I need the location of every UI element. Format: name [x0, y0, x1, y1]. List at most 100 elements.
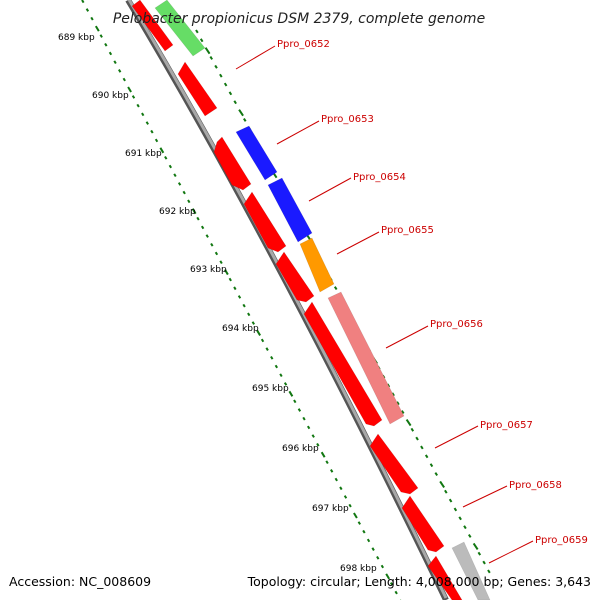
inner-tick	[187, 199, 191, 204]
inner-tick	[168, 164, 173, 169]
inner-tick	[233, 286, 237, 291]
kbp-label: 696 kbp	[282, 444, 319, 454]
inner-tick	[283, 382, 288, 386]
inner-tick	[85, 8, 90, 12]
gene-arrow	[235, 125, 278, 181]
inner-tick	[256, 329, 261, 336]
gene-callouts: Ppro_0652 Ppro_0653 Ppro_0654 Ppro_0655 Ppro…	[235, 39, 588, 564]
inner-tick	[376, 555, 380, 560]
inner-tick	[306, 425, 311, 430]
inner-tick	[339, 486, 343, 491]
inner-tick	[159, 147, 165, 154]
inner-tick	[302, 416, 306, 421]
gene-label: Ppro_0653	[321, 114, 374, 125]
outer-tick	[396, 401, 400, 406]
outer-tick	[487, 569, 491, 574]
gene-label: Ppro_0658	[509, 480, 562, 491]
gene-arrow	[369, 433, 419, 495]
outer-tick	[439, 480, 445, 489]
inner-tick	[173, 173, 177, 178]
outer-tick	[472, 542, 479, 550]
outer-tick	[405, 418, 412, 427]
callout-line	[276, 120, 320, 145]
inner-tick	[237, 295, 242, 299]
kbp-label: 689 kbp	[58, 33, 95, 43]
inner-tick	[191, 208, 197, 215]
outer-tick	[204, 47, 211, 55]
inner-tick	[357, 521, 361, 525]
gene-label: Ppro_0657	[480, 420, 533, 431]
gene-arrow	[427, 555, 463, 600]
inner-tick	[200, 225, 205, 230]
inner-tick	[325, 460, 329, 464]
inner-tick	[247, 312, 251, 317]
outer-tick	[444, 489, 448, 494]
inner-tick	[297, 408, 302, 412]
outer-tick	[243, 117, 247, 122]
inner-tick	[389, 582, 394, 586]
kbp-label: 698 kbp	[340, 564, 377, 574]
inner-tick	[316, 442, 320, 447]
callout-line	[434, 425, 479, 449]
inner-tick	[141, 112, 145, 117]
outer-tick	[333, 286, 338, 291]
outer-tick	[233, 100, 237, 105]
inner-tick	[154, 138, 159, 143]
kbp-scale-labels: 689 kbp 690 kbp 691 kbp 692 kbp 693 kbp 694 k…	[58, 33, 377, 574]
inner-tick	[279, 373, 283, 378]
kbp-label: 693 kbp	[190, 265, 227, 275]
gene-label: Ppro_0652	[277, 39, 330, 50]
callout-line	[385, 325, 429, 349]
inner-tick	[293, 399, 297, 404]
gene-arrow	[275, 251, 315, 303]
inner-tick	[260, 338, 265, 343]
inner-tick	[182, 190, 186, 195]
inner-tick	[205, 234, 209, 238]
gene-arrow	[267, 177, 313, 243]
inner-tick	[362, 529, 366, 534]
gene-arrow	[299, 237, 335, 293]
outer-tick	[410, 427, 415, 432]
inner-tick	[348, 503, 352, 508]
gene-features	[131, 0, 491, 600]
kbp-label: 692 kbp	[159, 207, 196, 217]
inner-tick	[330, 469, 334, 473]
outer-tick	[415, 436, 419, 441]
gene-arrow	[451, 541, 491, 600]
inner-tick	[334, 477, 338, 482]
inner-tick	[380, 564, 385, 569]
gene-arrow	[154, 0, 206, 57]
inner-tick	[99, 34, 103, 38]
gene-arrow	[401, 495, 445, 553]
outer-tick	[195, 29, 199, 34]
callout-line	[308, 177, 352, 202]
inner-tick	[394, 590, 398, 595]
outer-tick	[453, 507, 458, 512]
outer-tick	[214, 64, 218, 69]
inner-tick	[164, 155, 168, 160]
outer-tick	[391, 392, 395, 397]
inner-tick-track	[81, 0, 402, 600]
kbp-label: 697 kbp	[312, 504, 349, 514]
inner-tick	[90, 16, 94, 21]
topology-summary: Topology: circular; Length: 4,008,000 bp…	[247, 574, 591, 589]
kbp-label: 691 kbp	[125, 149, 162, 159]
gene-label: Ppro_0656	[430, 319, 483, 330]
outer-tick	[424, 454, 429, 459]
gene-label: Ppro_0655	[381, 225, 434, 236]
outer-tick	[434, 472, 438, 476]
inner-tick	[113, 60, 117, 64]
outer-tick	[448, 498, 453, 503]
outer-tick	[228, 91, 233, 96]
inner-tick	[122, 77, 126, 82]
outer-tick	[400, 410, 405, 414]
inner-tick	[270, 355, 274, 360]
inner-tick	[274, 364, 279, 369]
genome-title: Pelobacter propionicus DSM 2379, complet…	[113, 11, 485, 27]
gene-arrow	[243, 191, 287, 253]
outer-tick	[429, 463, 434, 468]
inner-tick	[320, 451, 326, 458]
inner-tick	[177, 182, 182, 186]
kbp-label: 690 kbp	[92, 91, 129, 101]
inner-tick	[150, 129, 154, 134]
